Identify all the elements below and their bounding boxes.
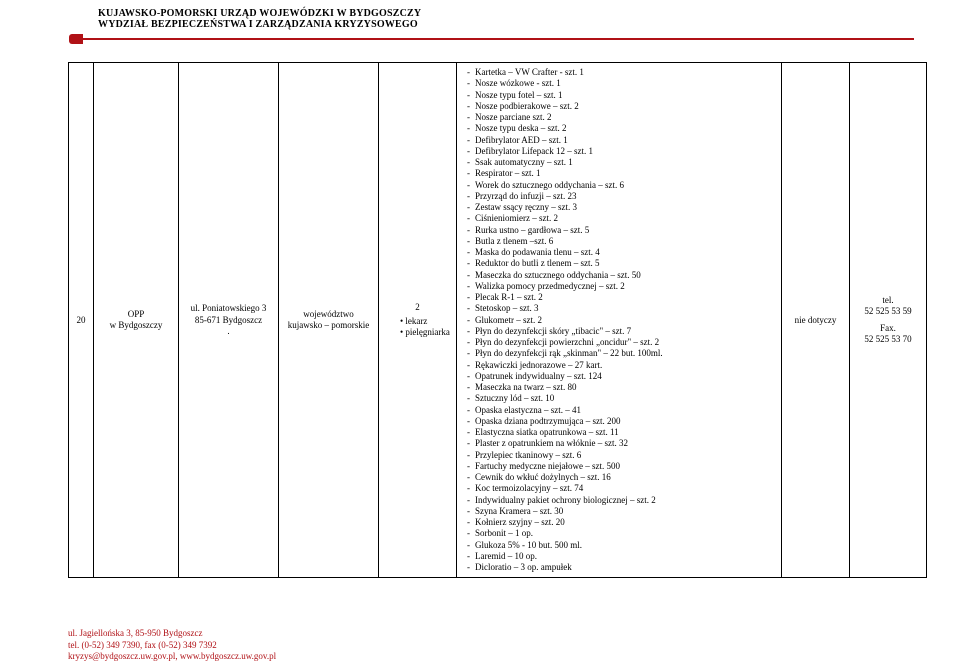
addr-1: ul. Poniatowskiego 3 [184, 303, 273, 314]
cell-region: województwo kujawsko – pomorskie [279, 63, 379, 578]
list-item: -Maseczka na twarz – szt. 80 [467, 382, 775, 393]
list-item: -Płyn do dezynfekcji rąk „skinman" – 22 … [467, 348, 775, 359]
list-item: -Plecak R-1 – szt. 2 [467, 292, 775, 303]
list-item: -Ssak automatyczny – szt. 1 [467, 157, 775, 168]
list-item: -Respirator – szt. 1 [467, 168, 775, 179]
phone-label-fax: Fax. [855, 323, 921, 334]
phone-tel: 52 525 53 59 [855, 306, 921, 317]
list-item: -Kołnierz szyjny – szt. 20 [467, 517, 775, 528]
cell-number: 20 [69, 63, 94, 578]
list-item: -Indywidualny pakiet ochrony biologiczne… [467, 495, 775, 506]
page-footer: ul. Jagiellońska 3, 85-950 Bydgoszcz tel… [68, 628, 276, 663]
list-item: -Glukoza 5% - 10 but. 500 ml. [467, 540, 775, 551]
list-item: -Cewnik do wkłuć dożylnych – szt. 16 [467, 472, 775, 483]
list-item: -Glukometr – szt. 2 [467, 315, 775, 326]
table-row: 20 OPP w Bydgoszczy ul. Poniatowskiego 3… [69, 63, 927, 578]
list-item: -Opaska elastyczna – szt. – 41 [467, 405, 775, 416]
header-title-2: WYDZIAŁ BEZPIECZEŃSTWA I ZARZĄDZANIA KRY… [98, 19, 960, 30]
list-item: -Dicloratio – 3 op. ampułek [467, 562, 775, 573]
org-name-1: OPP [99, 309, 173, 320]
list-item: -Szyna Kramera – szt. 30 [467, 506, 775, 517]
list-item: -Fartuchy medyczne niejałowe – szt. 500 [467, 461, 775, 472]
count-bullet-1: • lekarz [400, 316, 451, 327]
list-item: -Maska do podawania tlenu – szt. 4 [467, 247, 775, 258]
list-item: -Płyn do dezynfekcji skóry „tibacic" – s… [467, 326, 775, 337]
list-item: -Reduktor do butli z tlenem – szt. 5 [467, 258, 775, 269]
list-item: -Rękawiczki jednorazowe – 27 kart. [467, 360, 775, 371]
list-item: -Kartetka – VW Crafter - szt. 1 [467, 67, 775, 78]
list-item: -Stetoskop – szt. 3 [467, 303, 775, 314]
org-name-2: w Bydgoszczy [99, 320, 173, 331]
list-item: -Defibrylator AED – szt. 1 [467, 135, 775, 146]
list-item: -Płyn do dezynfekcji powierzchni „oncidu… [467, 337, 775, 348]
list-item: -Elastyczna siatka opatrunkowa – szt. 11 [467, 427, 775, 438]
header-rule [69, 34, 914, 44]
addr-2: 85-671 Bydgoszcz [184, 315, 273, 326]
footer-phone: tel. (0-52) 349 7390, fax (0-52) 349 739… [68, 640, 276, 652]
list-item: -Rurka ustno – gardłowa – szt. 5 [467, 225, 775, 236]
footer-email: kryzys@bydgoszcz.uw.gov.pl, www.bydgoszc… [68, 651, 276, 663]
cell-org-name: OPP w Bydgoszczy [94, 63, 179, 578]
list-item: -Nosze wózkowe - szt. 1 [467, 78, 775, 89]
list-item: -Butla z tlenem –szt. 6 [467, 236, 775, 247]
list-item: -Nosze typu fotel – szt. 1 [467, 90, 775, 101]
list-item: -Opatrunek indywidualny – szt. 124 [467, 371, 775, 382]
list-item: -Przyrząd do infuzji – szt. 23 [467, 191, 775, 202]
list-item: -Maseczka do sztucznego oddychania – szt… [467, 270, 775, 281]
list-item: -Ciśnieniomierz – szt. 2 [467, 213, 775, 224]
list-item: -Defibrylator Lifepack 12 – szt. 1 [467, 146, 775, 157]
list-item: -Laremid – 10 op. [467, 551, 775, 562]
cell-address: ul. Poniatowskiego 3 85-671 Bydgoszcz . [179, 63, 279, 578]
list-item: -Plaster z opatrunkiem na włóknie – szt.… [467, 438, 775, 449]
rule-line [83, 38, 914, 40]
footer-address: ul. Jagiellońska 3, 85-950 Bydgoszcz [68, 628, 276, 640]
count-value: 2 [384, 302, 451, 313]
list-item: -Zestaw ssący ręczny – szt. 3 [467, 202, 775, 213]
rule-dot-icon [69, 34, 83, 44]
region-2: kujawsko – pomorskie [284, 320, 373, 331]
cell-phone: tel. 52 525 53 59 Fax. 52 525 53 70 [850, 63, 927, 578]
page-header: KUJAWSKO-POMORSKI URZĄD WOJEWÓDZKI W BYD… [0, 0, 960, 44]
list-item: -Koc termoizolacyjny – szt. 74 [467, 483, 775, 494]
addr-3: . [184, 326, 273, 337]
region-1: województwo [284, 309, 373, 320]
list-item: -Walizka pomocy przedmedycznej – szt. 2 [467, 281, 775, 292]
cell-count: 2 • lekarz • pielęgniarka [379, 63, 457, 578]
list-item: -Nosze parciane szt. 2 [467, 112, 775, 123]
list-item: -Nosze typu deska – szt. 2 [467, 123, 775, 134]
list-item: -Sztuczny lód – szt. 10 [467, 393, 775, 404]
phone-label-tel: tel. [855, 295, 921, 306]
data-table: 20 OPP w Bydgoszczy ul. Poniatowskiego 3… [68, 62, 927, 578]
list-item: -Sorbonit – 1 op. [467, 528, 775, 539]
header-title-1: KUJAWSKO-POMORSKI URZĄD WOJEWÓDZKI W BYD… [98, 8, 960, 19]
list-item: -Opaska dziana podtrzymująca – szt. 200 [467, 416, 775, 427]
list-item: -Worek do sztucznego oddychania – szt. 6 [467, 180, 775, 191]
cell-items-list: -Kartetka – VW Crafter - szt. 1-Nosze wó… [457, 63, 782, 578]
list-item: -Nosze podbierakowe – szt. 2 [467, 101, 775, 112]
cell-note: nie dotyczy [782, 63, 850, 578]
count-bullet-2: • pielęgniarka [400, 327, 451, 338]
phone-fax: 52 525 53 70 [855, 334, 921, 345]
list-item: -Przylepiec tkaninowy – szt. 6 [467, 450, 775, 461]
